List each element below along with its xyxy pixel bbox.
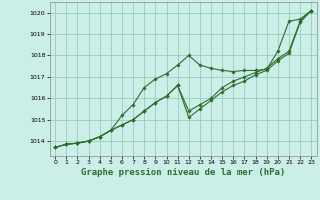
X-axis label: Graphe pression niveau de la mer (hPa): Graphe pression niveau de la mer (hPa) [81,168,285,177]
